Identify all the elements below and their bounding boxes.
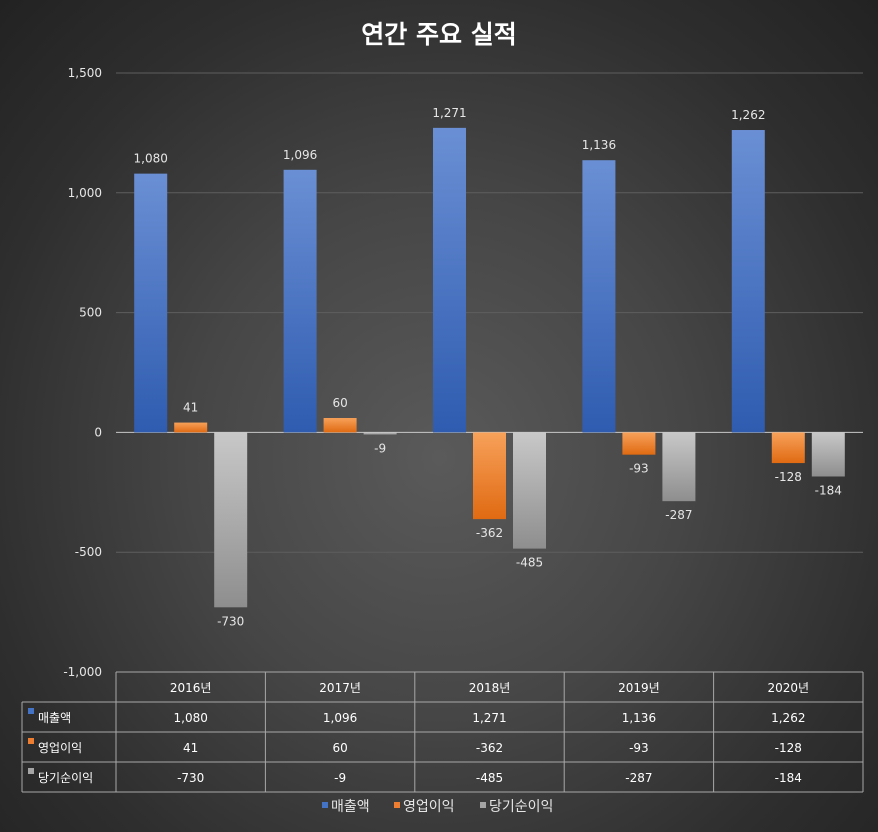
legend-label: 매출액 xyxy=(331,799,370,815)
data-label: -9 xyxy=(374,442,386,456)
bar-매출액 xyxy=(433,127,466,433)
table-cell: 1,262 xyxy=(771,711,805,725)
data-label: -287 xyxy=(665,508,692,522)
data-label: -184 xyxy=(815,483,842,497)
table-series-name: 매출액 xyxy=(38,711,71,725)
table-cell: 60 xyxy=(332,741,347,755)
bar-영업이익 xyxy=(323,418,357,433)
table-header-cell: 2017년 xyxy=(319,681,361,695)
data-label: 60 xyxy=(332,396,347,410)
table-cell: -287 xyxy=(625,771,652,785)
legend-swatch xyxy=(394,802,400,808)
table-cell: 1,271 xyxy=(472,711,506,725)
legend-label: 당기순이익 xyxy=(489,799,553,815)
y-tick-label: 0 xyxy=(94,425,102,439)
table-cell: -730 xyxy=(177,771,204,785)
table-cell: -184 xyxy=(775,771,802,785)
bar-매출액 xyxy=(283,169,317,433)
bar-영업이익 xyxy=(771,432,805,464)
legend-swatch xyxy=(480,802,486,808)
bar-당기순이익 xyxy=(811,432,845,477)
table-header-cell: 2019년 xyxy=(618,681,660,695)
legend: 매출액 영업이익 당기순이익 xyxy=(322,799,553,815)
data-label: 1,136 xyxy=(582,138,616,152)
y-tick-label: -500 xyxy=(75,545,102,559)
legend-label: 영업이익 xyxy=(403,799,455,815)
table-cell: 41 xyxy=(183,741,198,755)
bar-매출액 xyxy=(134,173,168,433)
legend-swatch xyxy=(322,802,328,808)
table-cell: -362 xyxy=(476,741,503,755)
table-cell: -128 xyxy=(775,741,802,755)
bar-영업이익 xyxy=(473,432,506,520)
table-cell: -9 xyxy=(334,771,346,785)
data-label: -730 xyxy=(217,614,244,628)
table-cell: -93 xyxy=(629,741,649,755)
data-label: -128 xyxy=(775,470,802,484)
table-legend-swatch xyxy=(28,768,34,774)
y-tick-label: 1,500 xyxy=(68,66,102,80)
table-series-name: 영업이익 xyxy=(38,741,82,755)
bar-당기순이익 xyxy=(513,432,546,549)
data-label: 1,080 xyxy=(134,152,168,166)
data-label: 1,096 xyxy=(283,148,317,162)
chart-title: 연간 주요 실적 xyxy=(361,20,516,49)
bar-당기순이익 xyxy=(363,432,397,435)
table-cell: 1,080 xyxy=(174,711,208,725)
table-header-cell: 2018년 xyxy=(469,681,511,695)
data-label: 1,262 xyxy=(731,108,765,122)
bar-영업이익 xyxy=(174,422,208,433)
bar-매출액 xyxy=(731,130,765,433)
bars xyxy=(134,127,845,608)
table-legend-swatch xyxy=(28,738,34,744)
data-labels: 1,080 41 -730 1,096 60 -9 1,271 -362 -485 1,136 -9… xyxy=(134,106,842,628)
y-tick-label: 1,000 xyxy=(68,186,102,200)
table-cell: -485 xyxy=(476,771,503,785)
bar-당기순이익 xyxy=(214,432,248,608)
data-label: 1,271 xyxy=(432,106,466,120)
table-series-name: 당기순이익 xyxy=(38,771,93,785)
bar-당기순이익 xyxy=(662,432,696,502)
bar-영업이익 xyxy=(622,432,656,455)
data-label: 41 xyxy=(183,401,198,415)
bar-매출액 xyxy=(582,160,616,433)
data-label: -93 xyxy=(629,462,649,476)
data-label: -485 xyxy=(516,556,543,570)
table-header-cell: 2016년 xyxy=(170,681,212,695)
table-cell: 1,136 xyxy=(622,711,656,725)
y-tick-label: -1,000 xyxy=(63,665,102,679)
table-header-cell: 2020년 xyxy=(768,681,810,695)
y-axis: 1,500 1,000 500 0 -500 -1,000 xyxy=(63,66,102,679)
table-cell: 1,096 xyxy=(323,711,357,725)
table-legend-swatch xyxy=(28,708,34,714)
y-tick-label: 500 xyxy=(79,306,102,320)
data-label: -362 xyxy=(476,526,503,540)
